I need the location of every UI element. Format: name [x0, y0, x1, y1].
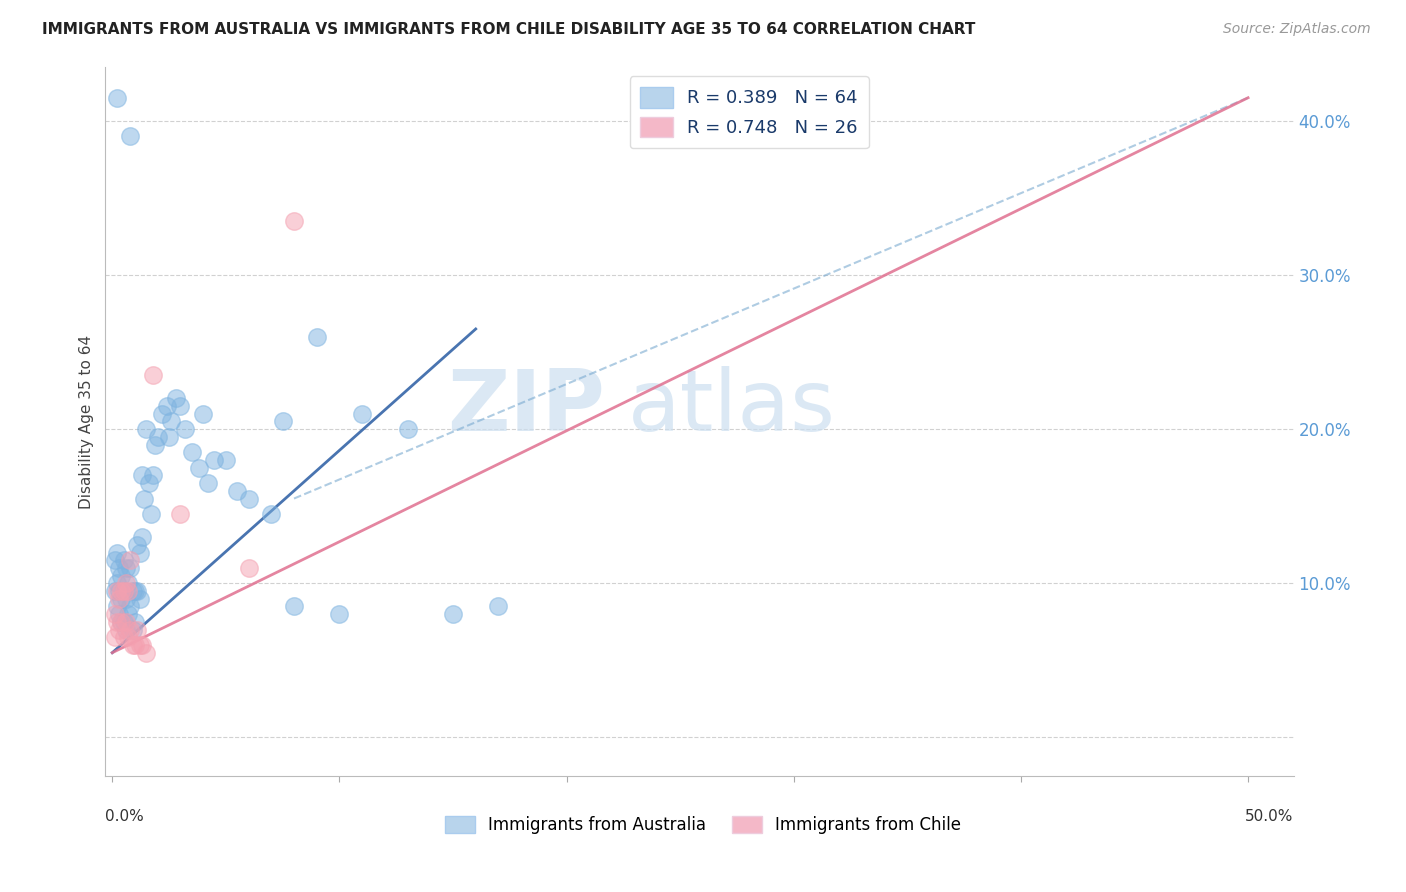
Point	[157, 430, 180, 444]
Point	[160, 415, 183, 429]
Point	[260, 507, 283, 521]
Text: 0.0%: 0.0%	[105, 809, 145, 823]
Point	[150, 407, 173, 421]
Point	[110, 615, 132, 629]
Point	[124, 615, 146, 629]
Point	[156, 399, 179, 413]
Point	[305, 329, 328, 343]
Point	[108, 584, 131, 599]
Point	[352, 407, 374, 421]
Text: 50.0%: 50.0%	[1246, 809, 1294, 823]
Point	[271, 415, 294, 429]
Legend: R = 0.389   N = 64, R = 0.748   N = 26: R = 0.389 N = 64, R = 0.748 N = 26	[630, 76, 869, 148]
Point	[132, 491, 155, 506]
Point	[105, 584, 128, 599]
Point	[396, 422, 419, 436]
Text: ZIP: ZIP	[447, 366, 605, 449]
Point	[124, 638, 146, 652]
Point	[441, 607, 464, 622]
Point	[115, 576, 138, 591]
Point	[112, 615, 135, 629]
Text: Source: ZipAtlas.com: Source: ZipAtlas.com	[1223, 22, 1371, 37]
Legend: Immigrants from Australia, Immigrants from Chile: Immigrants from Australia, Immigrants fr…	[439, 809, 967, 841]
Point	[124, 584, 146, 599]
Point	[191, 407, 214, 421]
Point	[110, 615, 132, 629]
Point	[128, 545, 150, 559]
Point	[112, 553, 135, 567]
Point	[121, 638, 143, 652]
Point	[142, 368, 165, 383]
Point	[112, 584, 135, 599]
Point	[135, 422, 157, 436]
Point	[105, 91, 128, 105]
Point	[120, 553, 142, 567]
Point	[128, 638, 150, 652]
Point	[108, 561, 131, 575]
Text: IMMIGRANTS FROM AUSTRALIA VS IMMIGRANTS FROM CHILE DISABILITY AGE 35 TO 64 CORRE: IMMIGRANTS FROM AUSTRALIA VS IMMIGRANTS …	[42, 22, 976, 37]
Point	[187, 460, 209, 475]
Point	[127, 623, 149, 637]
Point	[115, 561, 138, 575]
Point	[108, 607, 131, 622]
Point	[108, 623, 131, 637]
Point	[105, 615, 128, 629]
Point	[105, 576, 128, 591]
Point	[165, 392, 187, 406]
Point	[174, 422, 197, 436]
Point	[110, 568, 132, 582]
Point	[238, 561, 260, 575]
Point	[115, 591, 138, 606]
Point	[197, 476, 219, 491]
Point	[112, 630, 135, 644]
Point	[108, 591, 131, 606]
Point	[128, 591, 150, 606]
Point	[112, 584, 135, 599]
Text: atlas: atlas	[628, 366, 837, 449]
Point	[103, 584, 125, 599]
Point	[488, 599, 510, 614]
Point	[120, 599, 142, 614]
Point	[115, 615, 138, 629]
Point	[117, 630, 139, 644]
Point	[283, 214, 305, 228]
Point	[131, 468, 153, 483]
Point	[115, 623, 138, 637]
Point	[139, 507, 162, 521]
Point	[110, 591, 132, 606]
Point	[180, 445, 202, 459]
Point	[131, 530, 153, 544]
Point	[117, 576, 139, 591]
Point	[226, 483, 249, 498]
Point	[120, 561, 142, 575]
Point	[127, 538, 149, 552]
Point	[105, 545, 128, 559]
Point	[127, 584, 149, 599]
Point	[103, 630, 125, 644]
Point	[135, 646, 157, 660]
Point	[120, 129, 142, 144]
Point	[131, 638, 153, 652]
Point	[328, 607, 350, 622]
Point	[138, 476, 160, 491]
Point	[121, 623, 143, 637]
Point	[117, 584, 139, 599]
Point	[146, 430, 169, 444]
Point	[169, 507, 191, 521]
Y-axis label: Disability Age 35 to 64: Disability Age 35 to 64	[79, 334, 94, 508]
Point	[117, 607, 139, 622]
Point	[121, 584, 143, 599]
Point	[204, 453, 226, 467]
Point	[145, 437, 167, 451]
Point	[169, 399, 191, 413]
Point	[215, 453, 238, 467]
Point	[105, 599, 128, 614]
Point	[283, 599, 305, 614]
Point	[103, 553, 125, 567]
Point	[238, 491, 260, 506]
Point	[120, 623, 142, 637]
Point	[103, 607, 125, 622]
Point	[142, 468, 165, 483]
Point	[110, 584, 132, 599]
